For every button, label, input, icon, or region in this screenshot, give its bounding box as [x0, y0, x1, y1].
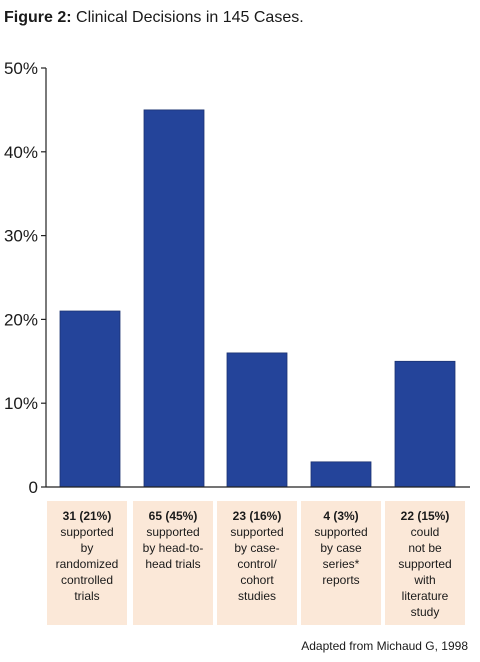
category-count-label: 65 (45%): [148, 509, 198, 523]
y-axis: 0 10% 20% 30% 40% 50%: [4, 59, 46, 497]
y-tick-label: 30%: [4, 227, 38, 246]
y-tick-label: 20%: [4, 310, 38, 329]
category-description: supported by head-to- head trials: [142, 525, 204, 571]
figure-title: Figure 2: Clinical Decisions in 145 Case…: [4, 9, 304, 27]
category-description: supported by randomized controlled trial…: [55, 525, 119, 603]
bars-group: [59, 109, 456, 488]
category-count-label: 23 (16%): [232, 509, 282, 523]
category-description: could not be supported with literature s…: [398, 525, 452, 619]
category-description: supported by case- control/ cohort studi…: [230, 525, 284, 603]
bar: [143, 109, 205, 488]
bar: [310, 461, 372, 488]
category-cell: 31 (21%) supported by randomized controll…: [47, 501, 127, 625]
category-cell: 65 (45%) supported by head-to- head trial…: [133, 501, 213, 625]
category-count-label: 31 (21%): [62, 509, 112, 523]
y-tick-label: 50%: [4, 59, 38, 78]
figure-title-text: Clinical Decisions in 145 Cases.: [76, 9, 304, 26]
bar: [59, 310, 121, 488]
category-count-label: 4 (3%): [323, 509, 359, 523]
y-tick-label: 40%: [4, 143, 38, 162]
category-cell: 22 (15%) could not be supported with lite…: [385, 501, 465, 625]
source-note: Adapted from Michaud G, 1998: [301, 639, 468, 653]
category-description: supported by case series* reports: [314, 525, 368, 587]
category-count-label: 22 (15%): [400, 509, 450, 523]
bar: [394, 360, 456, 488]
bar: [226, 352, 288, 488]
category-cell: 23 (16%) supported by case- control/ coho…: [217, 501, 297, 625]
y-tick-label: 10%: [4, 394, 38, 413]
figure-label: Figure 2:: [4, 9, 72, 26]
y-tick-label: 0: [29, 478, 38, 497]
category-cell: 4 (3%) supported by case series* reports: [301, 501, 381, 625]
